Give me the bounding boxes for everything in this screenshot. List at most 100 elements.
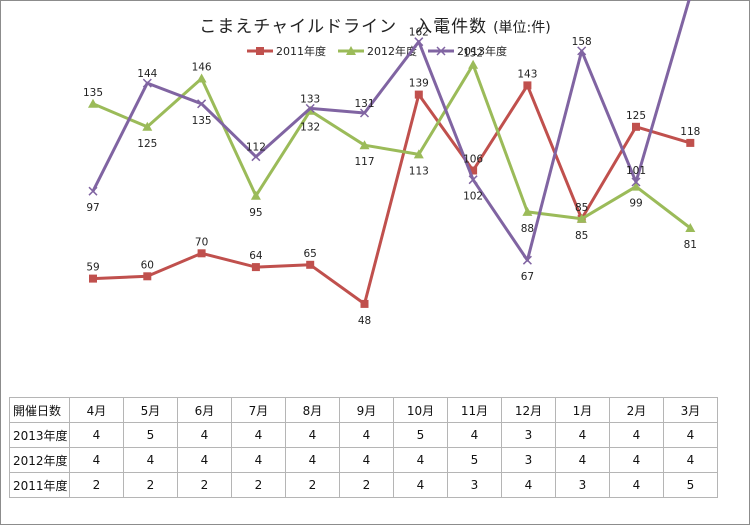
table-row-label: 2011年度 — [9, 472, 70, 498]
data-label-2011年度-5月: 60 — [141, 259, 154, 271]
data-label-2011年度-10月: 139 — [409, 78, 429, 90]
point-2011年度-11月 — [469, 166, 478, 175]
table-month-2月: 2月 — [609, 397, 664, 423]
table-row-label: 2012年度 — [9, 447, 70, 473]
table-cell: 3 — [447, 472, 502, 498]
point-2012年度-11月 — [468, 59, 479, 69]
table-cell: 3 — [501, 447, 556, 473]
table-cell: 4 — [177, 447, 232, 473]
table-cell: 4 — [555, 422, 610, 448]
table-cell: 2 — [285, 472, 340, 498]
data-label-2013年度-4月: 97 — [86, 202, 99, 214]
data-label-2012年度-12月: 88 — [521, 223, 534, 235]
data-label-2011年度-7月: 64 — [249, 250, 263, 262]
table-month-7月: 7月 — [231, 397, 286, 423]
table-month-1月: 1月 — [555, 397, 610, 423]
data-label-2013年度-5月: 144 — [137, 68, 157, 80]
data-label-2012年度-9月: 117 — [354, 156, 374, 168]
series-line-2011年度 — [92, 83, 691, 306]
table-month-8月: 8月 — [285, 397, 340, 423]
table-month-12月: 12月 — [501, 397, 556, 423]
point-2011年度-3月 — [686, 138, 695, 147]
table-cell: 4 — [69, 447, 124, 473]
point-2013年度-8月 — [305, 103, 315, 113]
legend-label-2011年度: 2011年度 — [276, 44, 326, 58]
point-2013年度-7月 — [251, 152, 261, 162]
table-cell: 4 — [501, 472, 556, 498]
table-cell: 5 — [393, 422, 448, 448]
table-cell: 2 — [69, 472, 124, 498]
data-label-2011年度-2月: 125 — [626, 110, 646, 122]
point-2011年度-4月 — [89, 274, 97, 283]
data-label-2013年度-1月: 158 — [572, 36, 592, 48]
point-2012年度-1月 — [576, 213, 587, 223]
data-label-2011年度-6月: 70 — [195, 236, 208, 248]
series-2011年度 — [89, 81, 695, 308]
point-2013年度-4月 — [88, 186, 98, 196]
table-cell: 5 — [447, 447, 502, 473]
data-label-2013年度-8月: 133 — [300, 93, 320, 105]
point-2011年度-6月 — [197, 249, 206, 258]
point-2011年度-10月 — [414, 90, 423, 99]
point-2013年度-12月 — [522, 255, 532, 265]
point-2011年度-7月 — [251, 263, 260, 272]
point-2012年度-10月 — [413, 149, 424, 159]
legend-item-2011年度: 2011年度 — [247, 44, 326, 58]
data-label-2013年度-9月: 131 — [354, 98, 374, 110]
table-cell: 4 — [447, 422, 502, 448]
data-label-2012年度-3月: 81 — [684, 239, 697, 251]
table-cell: 4 — [393, 447, 448, 473]
chart-title: こまえチャイルドライン 入電件数 (単位:件) — [0, 12, 750, 37]
table-cell: 4 — [177, 422, 232, 448]
table-cell: 3 — [555, 472, 610, 498]
point-2012年度-12月 — [522, 206, 533, 216]
point-2013年度-9月 — [359, 108, 370, 118]
legend: 2011年度 2012年度 2013年度 — [247, 44, 507, 58]
data-label-2011年度-11月: 106 — [463, 154, 483, 166]
point-2012年度-2月 — [631, 181, 641, 191]
table-month-6月: 6月 — [177, 397, 232, 423]
table-cell: 4 — [231, 447, 286, 473]
point-2012年度-4月 — [88, 98, 98, 108]
table-cell: 4 — [393, 472, 448, 498]
data-label-2013年度-2月: 101 — [626, 165, 646, 177]
table-cell: 4 — [231, 422, 286, 448]
point-2011年度-8月 — [306, 260, 315, 269]
table-row: 2013年度 4 5 4 4 4 4 5 4 3 4 4 4 — [9, 422, 718, 448]
point-2011年度-5月 — [143, 272, 152, 281]
point-2011年度-2月 — [632, 122, 640, 131]
table-cell: 2 — [231, 472, 286, 498]
point-2013年度-1月 — [577, 46, 587, 56]
event-days-table: 開催日数 4月 5月 6月 7月 8月 9月 10月 11月 12月 1月 2月 3月 2013年度 4 5 4… — [9, 397, 718, 498]
data-label-2011年度-9月: 48 — [358, 315, 371, 327]
table-row: 2011年度 2 2 2 2 2 2 4 3 4 3 4 5 — [9, 472, 718, 498]
point-2012年度-5月 — [142, 121, 153, 131]
table-cell: 4 — [339, 422, 394, 448]
data-label-2012年度-6月: 146 — [192, 62, 212, 74]
table-row-header: 開催日数 4月 5月 6月 7月 8月 9月 10月 11月 12月 1月 2月 3月 — [9, 397, 718, 423]
point-2012年度-3月 — [685, 223, 696, 232]
data-label-2013年度-7月: 112 — [246, 142, 266, 154]
table-cell: 4 — [609, 447, 664, 473]
data-label-2011年度-3月: 118 — [680, 126, 700, 138]
table-month-4月: 4月 — [69, 397, 124, 423]
point-2012年度-9月 — [359, 140, 370, 150]
table-cell: 4 — [663, 447, 718, 473]
data-label-2012年度-2月: 99 — [629, 198, 642, 210]
table-month-10月: 10月 — [393, 397, 448, 423]
table-month-9月: 9月 — [339, 397, 394, 423]
point-2012年度-6月 — [196, 73, 207, 83]
table-cell: 4 — [663, 422, 718, 448]
data-label-2011年度-4月: 59 — [86, 262, 99, 274]
table-cell: 4 — [285, 422, 340, 448]
series-2013年度 — [88, 0, 694, 265]
point-2013年度-2月 — [631, 177, 641, 187]
data-label-2012年度-8月: 132 — [300, 122, 320, 134]
table-cell: 2 — [339, 472, 394, 498]
legend-label-2013年度: 2013年度 — [457, 44, 507, 58]
data-label-2013年度-6月: 135 — [192, 115, 212, 127]
point-2013年度-5月 — [142, 78, 152, 88]
chart-title-main: こまえチャイルドライン 入電件数 — [199, 17, 488, 37]
point-2013年度-6月 — [197, 99, 207, 109]
table-cell: 2 — [177, 472, 232, 498]
